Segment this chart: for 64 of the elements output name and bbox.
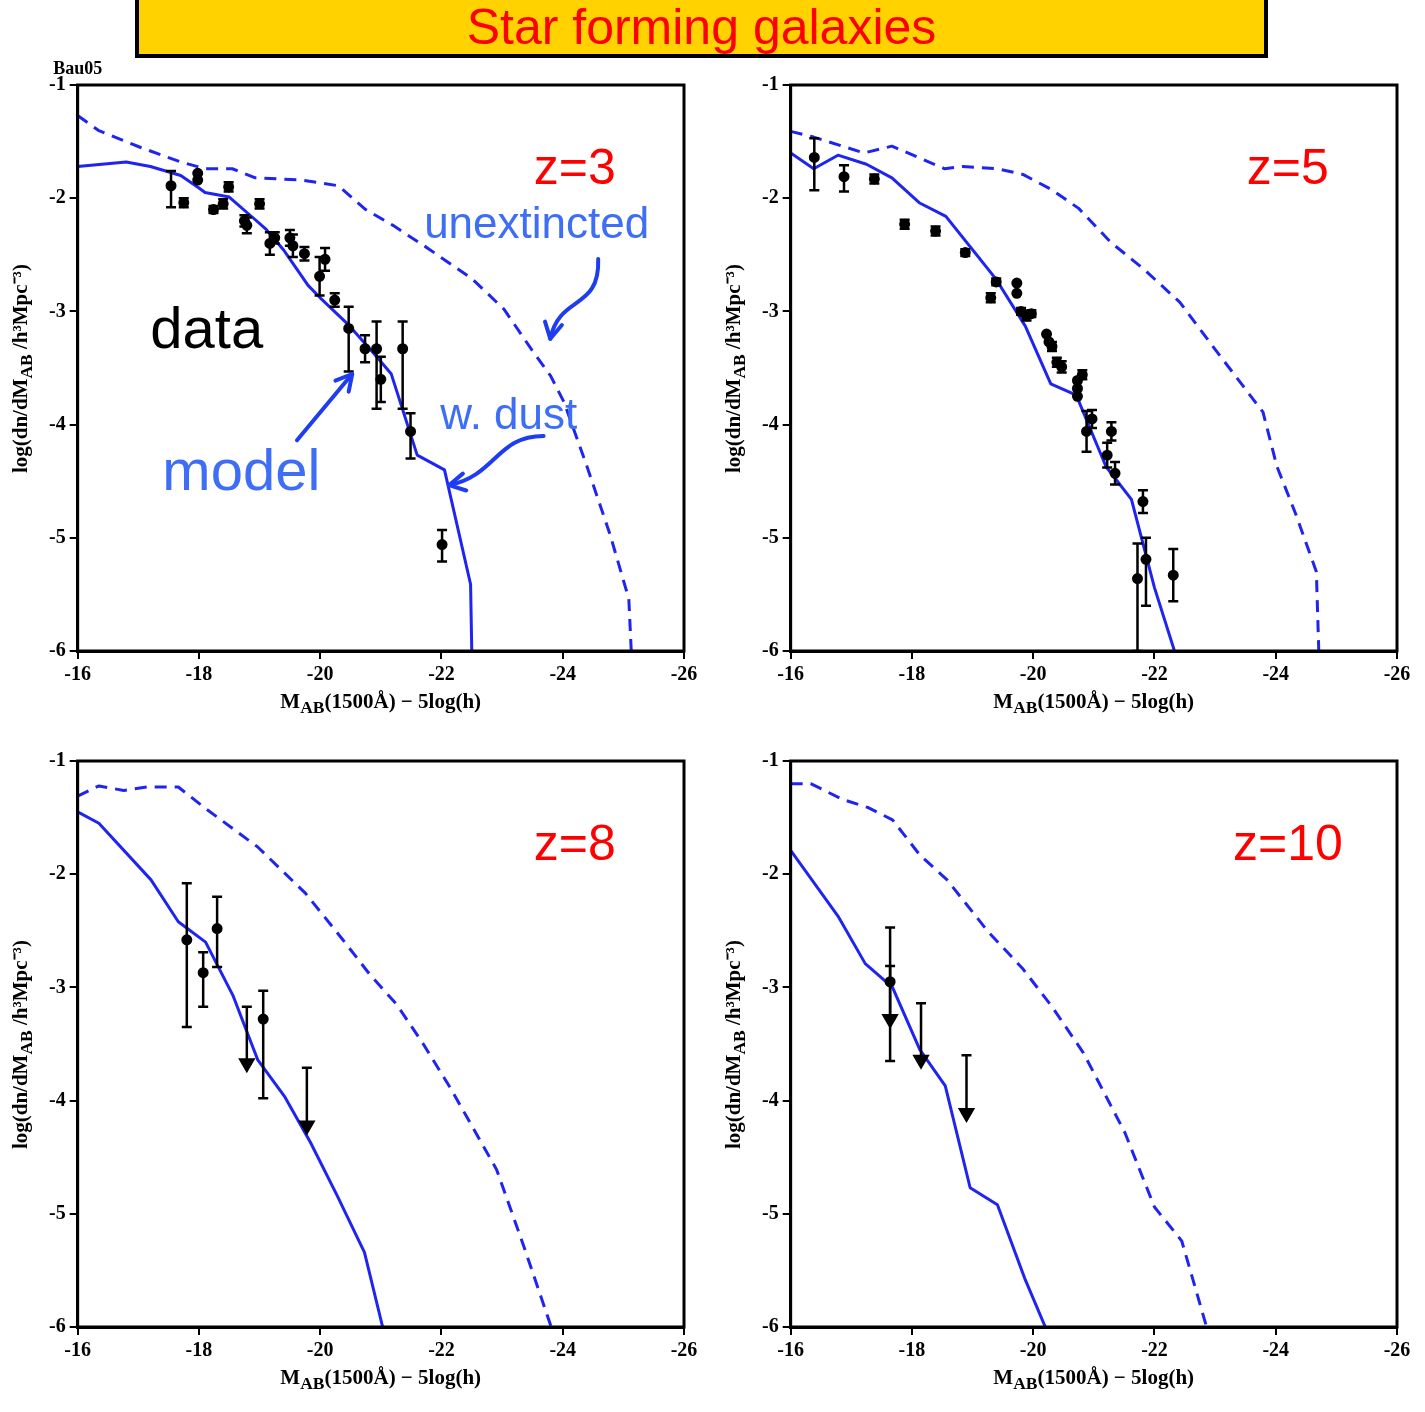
y-tick-label: -6: [761, 1314, 779, 1337]
annotation: model: [162, 436, 321, 502]
x-tick-label: -16: [777, 1338, 804, 1361]
x-tick-label: -26: [1383, 662, 1411, 685]
chart-title: Star forming galaxies: [135, 0, 1268, 58]
y-tick-label: -4: [761, 411, 779, 434]
x-tick-label: -20: [306, 662, 334, 685]
x-tick-label: -22: [1141, 662, 1168, 685]
x-axis-title: M$_{AB}$(1500Å) − 5log(h): [993, 689, 1195, 719]
x-tick-label: -18: [898, 662, 926, 685]
x-tick-label: -22: [428, 662, 455, 685]
y-tick-label: -5: [761, 1200, 779, 1223]
y-tick-label: -5: [48, 524, 66, 547]
y-tick-label: -1: [48, 748, 66, 771]
y-tick-label: -3: [761, 974, 779, 997]
y-tick-label: -4: [48, 1087, 66, 1110]
point: [1041, 328, 1053, 340]
x-tick-label: -24: [549, 662, 577, 685]
x-tick-label: -20: [1019, 1338, 1047, 1361]
x-tick-label: -26: [670, 1338, 698, 1361]
line-series: [790, 782, 1209, 1327]
y-tick-label: -4: [761, 1087, 779, 1110]
annotation: data: [150, 295, 264, 361]
y-tick-label: -6: [761, 638, 779, 661]
annotation: z=5: [1246, 139, 1329, 196]
y-tick-label: -5: [48, 1200, 66, 1223]
x-tick-label: -24: [1262, 662, 1290, 685]
point: [1011, 277, 1023, 289]
x-tick-label: -16: [64, 1338, 91, 1361]
annotation: unextincted: [424, 197, 650, 247]
x-tick-label: -16: [777, 662, 804, 685]
x-tick-label: -22: [428, 1338, 455, 1361]
y-tick-label: -3: [48, 298, 66, 321]
x-tick-label: -18: [185, 1338, 213, 1361]
annotation: z=3: [533, 139, 616, 196]
x-tick-label: -26: [1383, 1338, 1411, 1361]
y-tick-label: -1: [761, 72, 779, 95]
point: [1011, 287, 1023, 299]
y-tick-label: -2: [48, 861, 66, 884]
x-axis-title: M$_{AB}$(1500Å) − 5log(h): [280, 1365, 482, 1395]
x-tick-label: -24: [1262, 1338, 1290, 1361]
x-tick-label: -20: [306, 1338, 334, 1361]
x-axis-title: M$_{AB}$(1500Å) − 5log(h): [280, 689, 482, 719]
annotation: z=8: [533, 815, 616, 872]
x-tick-label: -24: [549, 1338, 577, 1361]
x-tick-label: -22: [1141, 1338, 1168, 1361]
annotation: z=10: [1232, 815, 1343, 872]
y-tick-label: -3: [48, 974, 66, 997]
annotation: w. dust: [440, 389, 578, 439]
y-tick-label: -1: [761, 748, 779, 771]
x-tick-label: -26: [670, 662, 698, 685]
x-tick-label: -18: [185, 662, 213, 685]
y-tick-label: -2: [48, 185, 66, 208]
y-tick-label: -6: [48, 1314, 66, 1337]
y-tick-label: -2: [761, 861, 779, 884]
x-tick-label: -18: [898, 1338, 926, 1361]
y-tick-label: -4: [48, 411, 66, 434]
x-tick-label: -20: [1019, 662, 1047, 685]
y-tick-label: -3: [761, 298, 779, 321]
x-tick-label: -16: [64, 662, 91, 685]
y-tick-label: -2: [761, 185, 779, 208]
x-axis-title: M$_{AB}$(1500Å) − 5log(h): [993, 1365, 1195, 1395]
y-tick-label: -5: [761, 524, 779, 547]
y-tick-label: -6: [48, 638, 66, 661]
